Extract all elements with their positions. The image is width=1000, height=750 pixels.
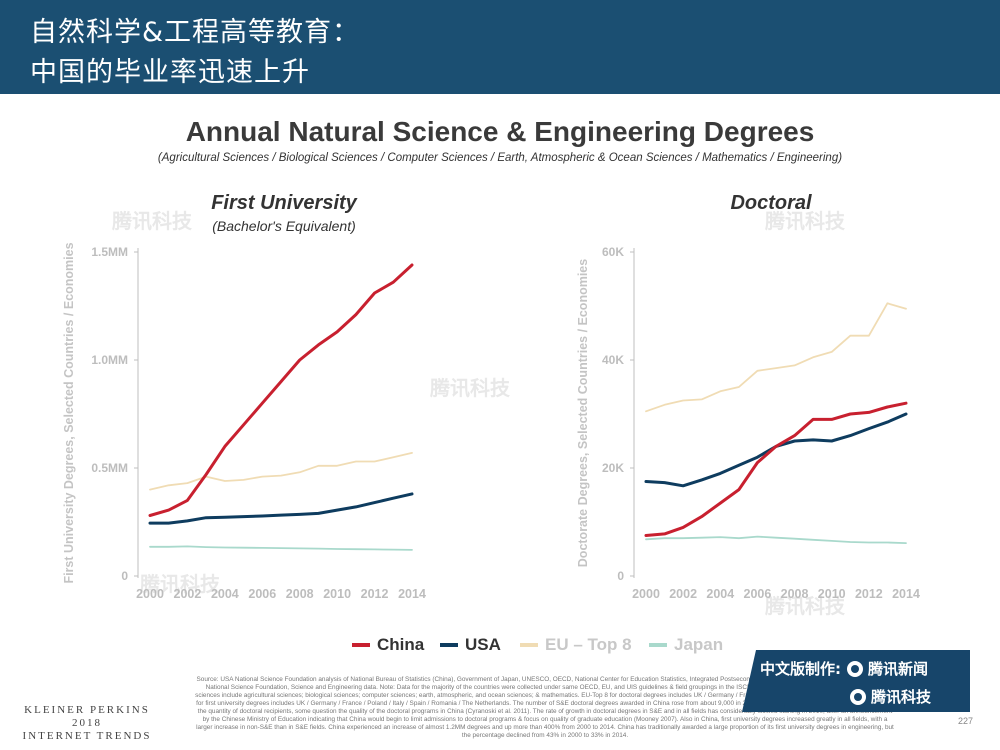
watermark-logo: 腾讯科技 <box>765 205 845 234</box>
chart-subtitle: (Agricultural Sciences / Biological Scie… <box>157 152 843 164</box>
y-axis-label: First University Degrees, Selected Count… <box>62 242 76 583</box>
x-tick-label: 2006 <box>248 587 276 601</box>
series-line-eu-top-8 <box>645 302 907 413</box>
series-line-usa <box>644 412 908 488</box>
header-title-line2: 中国的毕业率迅速上升 <box>30 57 310 88</box>
footer-brand-line3: INTERNET TRENDS <box>22 730 152 742</box>
watermark-text: 腾讯科技 <box>112 209 192 233</box>
badge-prefix: 中文版制作: <box>760 660 841 678</box>
badge-brand-news: 腾讯新闻 <box>868 660 929 678</box>
header-banner: 自然科学&工程高等教育： 中国的毕业率迅速上升 <box>0 0 1000 94</box>
panel-subtitle: (Bachelor's Equivalent) <box>212 218 356 234</box>
x-tick-label: 2010 <box>818 587 846 601</box>
watermark-text: 腾讯科技 <box>430 376 510 400</box>
series-line-usa <box>148 492 414 525</box>
x-tick-label: 2000 <box>136 587 164 601</box>
watermark-text: 腾讯科技 <box>140 572 220 596</box>
x-tick-label: 2014 <box>398 587 426 601</box>
watermark-logo: 腾讯科技 <box>430 372 510 401</box>
header-title-line1: 自然科学&工程高等教育： <box>30 17 361 48</box>
source-note: Source: USA National Science Foundation … <box>195 676 895 739</box>
x-tick-label: 2010 <box>323 587 351 601</box>
translation-badge: 中文版制作: 腾讯新闻 腾讯科技 <box>742 650 970 712</box>
badge-brand-tech: 腾讯科技 <box>871 688 932 706</box>
legend-swatch <box>352 643 370 647</box>
legend-item: USA <box>440 633 501 657</box>
watermark-logo: 腾讯科技 <box>765 590 845 619</box>
series-line-china <box>148 263 414 517</box>
y-tick-label: 1.5MM <box>91 245 128 259</box>
x-tick-label: 2012 <box>855 587 883 601</box>
watermark-logo: 腾讯科技 <box>140 568 220 597</box>
footer-brand-line1: KLEINER PERKINS <box>24 704 150 716</box>
series-line-china <box>644 401 908 537</box>
legend-label: China <box>377 635 425 654</box>
y-tick-label: 20K <box>602 461 624 475</box>
footer-brand-line2: 2018 <box>72 717 102 729</box>
y-axis-label: Doctorate Degrees, Selected Countries / … <box>576 259 590 567</box>
legend-label: EU – Top 8 <box>545 635 632 654</box>
legend-swatch <box>520 643 538 647</box>
x-tick-label: 2002 <box>174 587 202 601</box>
x-tick-label: 2002 <box>669 587 697 601</box>
badge-row-1: 中文版制作: 腾讯新闻 <box>760 658 928 679</box>
legend-item: China <box>352 633 424 657</box>
y-tick-label: 0 <box>121 569 128 583</box>
panel-title: Doctoral <box>730 192 812 214</box>
footer-brand: KLEINER PERKINS 2018 INTERNET TRENDS <box>12 704 162 743</box>
legend-swatch <box>649 643 667 647</box>
x-tick-label: 2000 <box>632 587 660 601</box>
x-tick-label: 2008 <box>286 587 314 601</box>
penguin-icon <box>850 688 866 705</box>
x-tick-label: 2012 <box>361 587 389 601</box>
watermark-text: 腾讯科技 <box>765 594 845 618</box>
panel-title: First University <box>211 192 357 214</box>
legend-swatch <box>440 643 458 647</box>
x-tick-label: 2006 <box>744 587 772 601</box>
legend-item: EU – Top 8 <box>520 633 632 657</box>
x-tick-label: 2004 <box>706 587 734 601</box>
y-tick-label: 40K <box>602 353 624 367</box>
penguin-icon <box>847 660 863 677</box>
x-tick-label: 2004 <box>211 587 239 601</box>
series-line-japan <box>149 545 413 551</box>
x-tick-label: 2008 <box>781 587 809 601</box>
series-line-eu-top-8 <box>149 451 413 491</box>
y-tick-label: 1.0MM <box>91 353 128 367</box>
x-tick-label: 2014 <box>892 587 920 601</box>
badge-row-2: 腾讯科技 <box>850 686 931 707</box>
y-tick-label: 60K <box>602 245 624 259</box>
legend-label: Japan <box>674 635 724 654</box>
series-line-japan <box>645 535 907 544</box>
watermark-logo: 腾讯科技 <box>112 205 192 234</box>
chart-legend: China USA EU – Top 8 Japan <box>0 633 1000 657</box>
legend-label: USA <box>465 635 501 654</box>
main-title: Annual Natural Science & Engineering Deg… <box>185 116 815 147</box>
legend-item: Japan <box>649 633 723 657</box>
watermark-text: 腾讯科技 <box>765 209 845 233</box>
y-tick-label: 0.5MM <box>91 461 128 475</box>
y-tick-label: 0 <box>617 569 624 583</box>
page-number: 227 <box>958 716 974 726</box>
